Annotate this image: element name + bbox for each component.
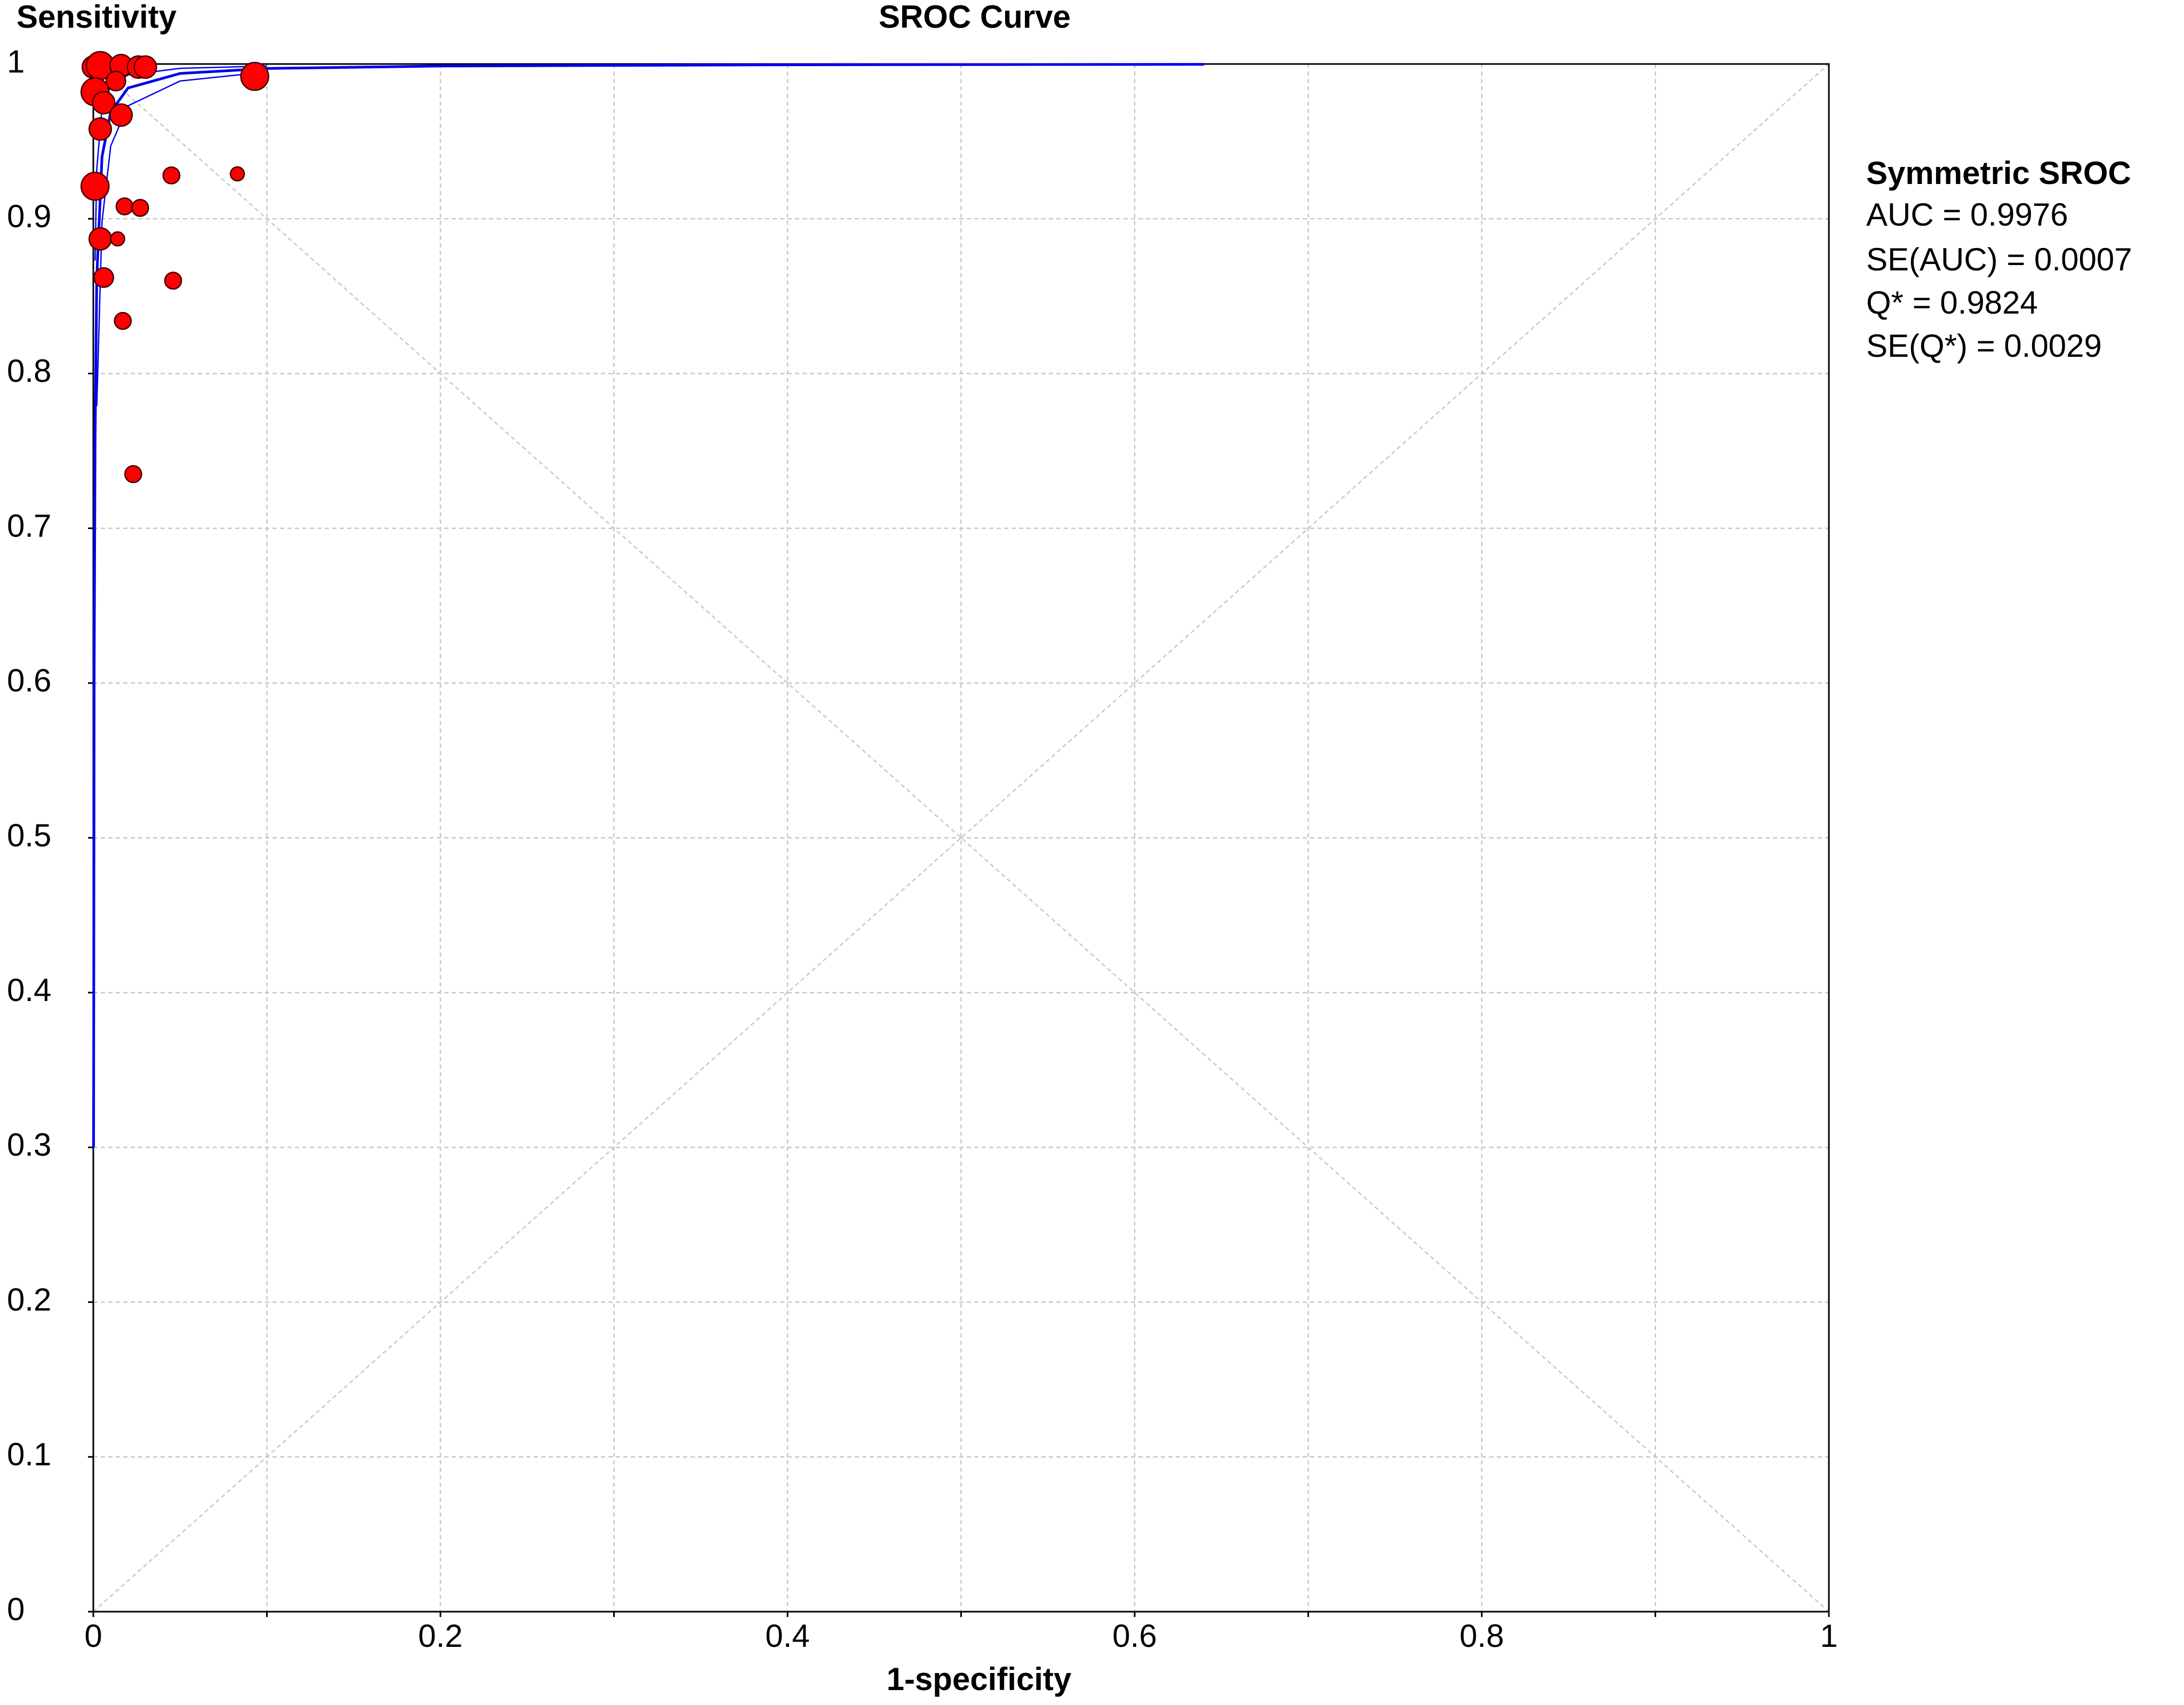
study-point (81, 172, 110, 201)
study-point (240, 61, 269, 91)
y-tick-label: 0.3 (7, 1127, 51, 1163)
x-tick-label: 0.4 (765, 1618, 809, 1654)
y-tick-label: 0.1 (7, 1437, 51, 1472)
x-tick-label: 1 (1820, 1618, 1837, 1654)
study-point (110, 231, 125, 247)
annotation: SE(AUC) = 0.0007 (1866, 242, 2132, 277)
study-point (88, 117, 113, 141)
study-point (88, 227, 113, 251)
y-tick-label: 0.5 (7, 818, 51, 853)
x-tick-label: 0.2 (418, 1618, 462, 1654)
sroc-curve (92, 63, 1205, 1148)
study-point (115, 197, 134, 215)
chart-title: SROC Curve (879, 0, 1071, 35)
study-point (124, 465, 142, 483)
sroc-curve (95, 71, 267, 406)
study-point (131, 199, 149, 217)
study-point (133, 55, 157, 79)
sroc-curve (94, 65, 267, 261)
y-tick-label: 0.7 (7, 508, 51, 543)
y-tick-label: 0.2 (7, 1282, 51, 1317)
x-tick-label: 0.8 (1459, 1618, 1504, 1654)
study-point (105, 70, 126, 92)
y-tick-label: 0.6 (7, 663, 51, 699)
annotation: SE(Q*) = 0.0029 (1866, 328, 2102, 364)
study-point (162, 166, 181, 185)
y-tick-label: 0.8 (7, 353, 51, 389)
x-tick-label: 0 (84, 1618, 102, 1654)
study-point (93, 267, 114, 288)
study-point (114, 311, 132, 330)
annotation: AUC = 0.9976 (1866, 197, 2068, 233)
study-point (92, 91, 116, 115)
y-tick-label: 0.4 (7, 972, 51, 1008)
x-axis-label: 1-specificity (887, 1661, 1072, 1697)
y-axis-label: Sensitivity (17, 0, 177, 35)
study-point (229, 166, 245, 182)
y-tick-label: 1 (7, 44, 25, 79)
x-tick-label: 0.6 (1112, 1618, 1157, 1654)
y-tick-label: 0.9 (7, 198, 51, 234)
y-tick-label: 0 (7, 1591, 25, 1627)
study-point (164, 271, 182, 290)
annotation: Q* = 0.9824 (1866, 285, 2038, 321)
study-point (109, 103, 133, 127)
annotation-title: Symmetric SROC (1866, 155, 2131, 191)
